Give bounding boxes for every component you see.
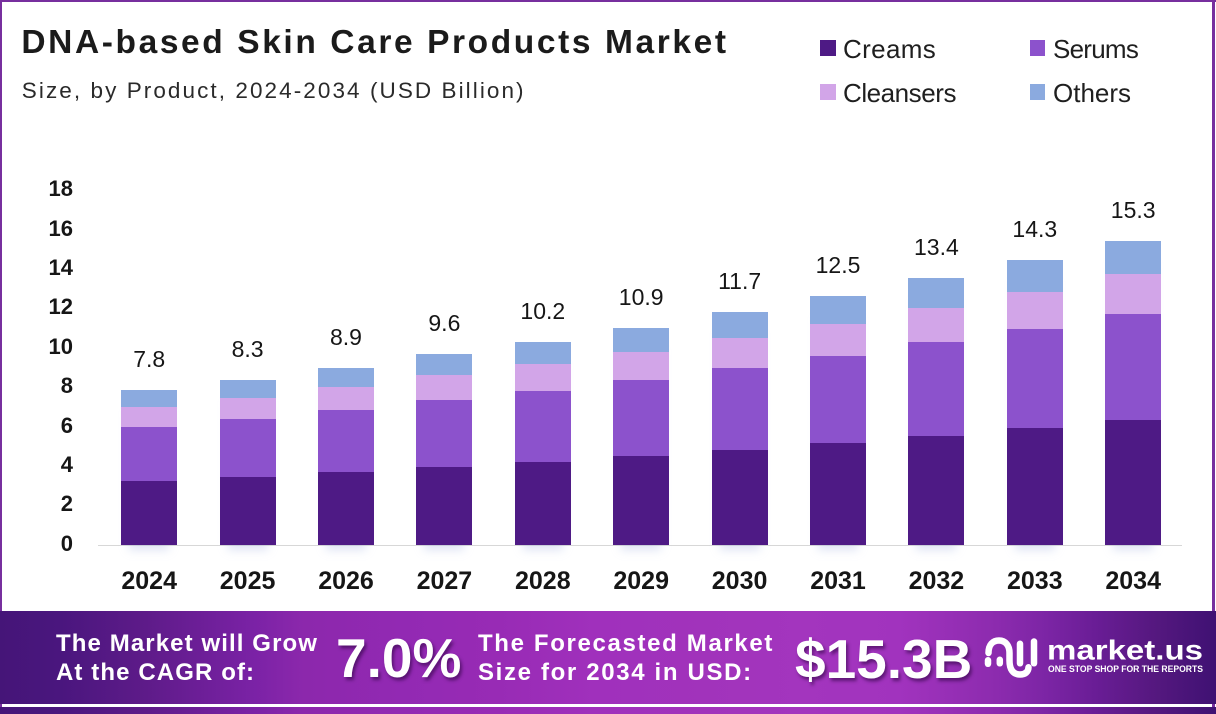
svg-text:ONE STOP SHOP FOR THE REPORTS: ONE STOP SHOP FOR THE REPORTS — [1048, 664, 1203, 674]
svg-text:market.us: market.us — [1047, 635, 1203, 666]
